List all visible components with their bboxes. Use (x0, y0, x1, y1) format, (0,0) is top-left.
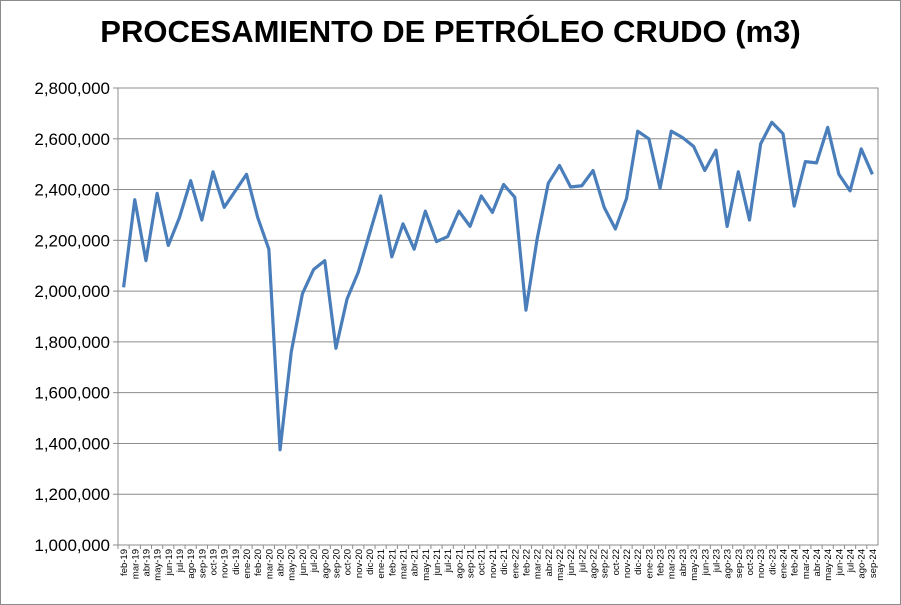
x-tick-label: jun-24 (834, 549, 845, 576)
y-tick-label: 2,000,000 (34, 282, 110, 301)
y-tick-label: 1,000,000 (34, 536, 110, 555)
x-tick-label: nov-20 (354, 549, 365, 578)
x-tick-label: may-24 (823, 549, 834, 581)
x-tick-label: oct-19 (209, 549, 220, 575)
x-tick-label: nov-23 (756, 549, 767, 578)
x-tick-label: may-23 (689, 549, 700, 581)
x-axis-tick-labels: feb-19 mar-19 abr-19 may-19 jun-19 jul-19 ago-… (117, 545, 879, 581)
x-tick-label: jul-24 (846, 549, 857, 573)
x-tick-label: mar-21 (399, 549, 410, 579)
gridlines (113, 87, 878, 546)
x-tick-label: ene-23 (644, 549, 655, 579)
y-tick-label: 2,800,000 (34, 79, 110, 98)
x-tick-label: mar-24 (801, 549, 812, 579)
x-tick-label: ago-23 (723, 549, 734, 579)
x-tick-label: ago-20 (320, 549, 331, 579)
x-tick-label: abr-21 (410, 549, 421, 576)
x-tick-label: nov-21 (488, 549, 499, 578)
x-tick-label: mar-19 (130, 549, 141, 579)
x-tick-label: abr-24 (812, 549, 823, 576)
y-tick-label: 2,400,000 (34, 181, 110, 200)
x-tick-label: sep-22 (600, 549, 611, 578)
x-tick-label: may-20 (287, 549, 298, 581)
x-tick-label: ago-21 (454, 549, 465, 579)
x-tick-label: dic-21 (499, 549, 510, 575)
x-tick-label: dic-23 (767, 549, 778, 575)
y-tick-label: 2,600,000 (34, 130, 110, 149)
x-tick-label: oct-23 (745, 549, 756, 575)
x-tick-label: abr-20 (276, 549, 287, 576)
x-tick-label: dic-19 (231, 549, 242, 575)
x-tick-label: oct-20 (343, 549, 354, 575)
x-tick-label: sep-20 (331, 549, 342, 578)
x-tick-label: nov-22 (622, 549, 633, 578)
x-tick-label: feb-23 (656, 549, 667, 576)
x-tick-label: jul-20 (309, 549, 320, 573)
plot-area (117, 87, 879, 546)
chart-title: PROCESAMIENTO DE PETRÓLEO CRUDO (m3) (100, 14, 801, 49)
x-tick-label: dic-20 (365, 549, 376, 575)
y-tick-label: 1,800,000 (34, 333, 110, 352)
x-tick-label: sep-21 (466, 549, 477, 578)
x-tick-label: ene-20 (242, 549, 253, 579)
x-tick-label: may-19 (153, 549, 164, 581)
series-line (122, 120, 874, 452)
y-tick-label: 1,600,000 (34, 384, 110, 403)
x-tick-label: dic-22 (633, 549, 644, 575)
x-tick-label: sep-24 (868, 549, 879, 578)
x-tick-label: may-21 (421, 549, 432, 581)
x-tick-label: feb-20 (253, 549, 264, 576)
x-tick-label: feb-24 (790, 549, 801, 576)
y-tick-label: 1,200,000 (34, 485, 110, 504)
x-tick-label: jul-19 (175, 549, 186, 573)
x-tick-label: feb-19 (119, 549, 130, 576)
x-tick-label: ago-19 (186, 549, 197, 579)
x-tick-label: feb-22 (521, 549, 532, 576)
x-tick-label: abr-19 (141, 549, 152, 576)
x-tick-label: feb-21 (387, 549, 398, 576)
x-tick-label: abr-23 (678, 549, 689, 576)
x-tick-label: mar-23 (667, 549, 678, 579)
x-tick-label: ago-24 (857, 549, 868, 579)
series-layer (122, 120, 874, 452)
x-tick-label: jul-23 (711, 549, 722, 573)
x-tick-label: sep-23 (734, 549, 745, 578)
x-tick-label: jul-22 (577, 549, 588, 573)
x-tick-label: ene-24 (779, 549, 790, 579)
y-tick-label: 1,400,000 (34, 434, 110, 453)
x-tick-label: mar-22 (533, 549, 544, 579)
x-tick-label: jun-23 (700, 549, 711, 576)
y-axis-tick-labels: 1,000,000 1,200,000 1,400,000 1,600,000 1,80… (34, 79, 110, 555)
x-tick-label: jul-21 (443, 549, 454, 573)
y-tick-label: 2,200,000 (34, 231, 110, 250)
x-tick-label: nov-19 (220, 549, 231, 578)
x-tick-label: jun-19 (164, 549, 175, 576)
x-tick-label: oct-22 (611, 549, 622, 575)
x-tick-label: may-22 (555, 549, 566, 581)
x-tick-label: ago-22 (589, 549, 600, 579)
x-tick-label: ene-22 (510, 549, 521, 579)
x-tick-label: mar-20 (264, 549, 275, 579)
x-tick-label: jun-22 (566, 549, 577, 576)
x-tick-label: ene-21 (376, 549, 387, 579)
x-tick-label: sep-19 (197, 549, 208, 578)
x-tick-label: oct-21 (477, 549, 488, 575)
x-tick-label: jun-20 (298, 549, 309, 576)
x-tick-label: abr-22 (544, 549, 555, 576)
x-tick-label: jun-21 (432, 549, 443, 576)
